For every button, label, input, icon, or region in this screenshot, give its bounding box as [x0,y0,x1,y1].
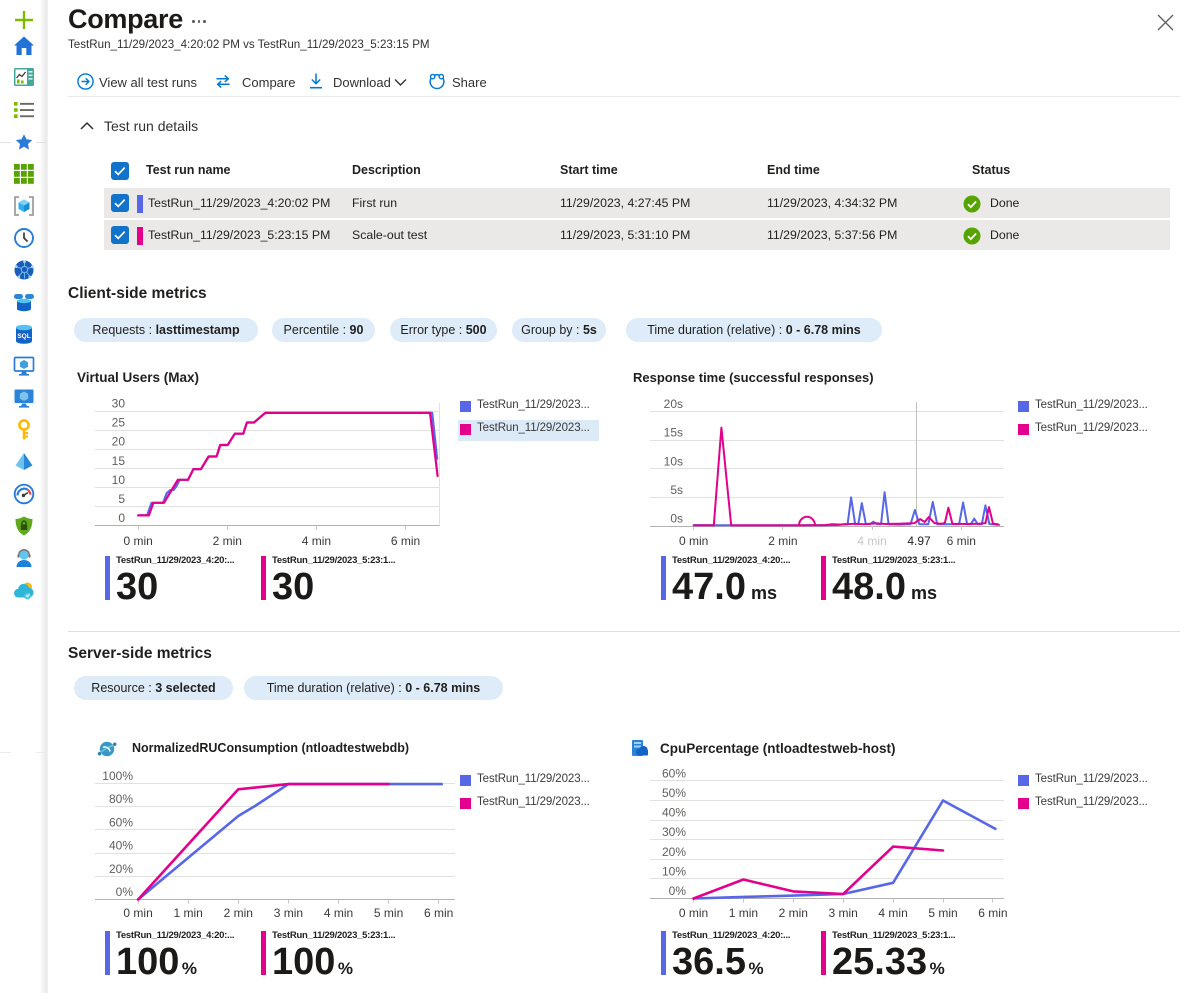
svg-text:30: 30 [112,398,126,411]
svg-text:10: 10 [112,473,126,487]
svg-text:20%: 20% [662,845,686,859]
svg-text:40%: 40% [662,806,686,820]
svg-text:0 min: 0 min [123,906,152,920]
svg-text:5 min: 5 min [928,906,957,920]
svg-text:4 min: 4 min [324,906,353,920]
svg-text:5 min: 5 min [374,906,403,920]
svg-text:6 min: 6 min [391,534,420,548]
svg-text:4.97: 4.97 [907,534,931,548]
svg-text:6 min: 6 min [424,906,453,920]
svg-text:SQL: SQL [17,333,30,340]
svg-text:4 min: 4 min [302,534,331,548]
svg-text:0s: 0s [670,512,683,526]
svg-text:4 min: 4 min [878,906,907,920]
svg-text:0%: 0% [116,885,134,899]
svg-text:2 min: 2 min [768,534,797,548]
svg-text:3 min: 3 min [274,906,303,920]
svg-text:0: 0 [118,511,125,525]
svg-text:20s: 20s [664,398,683,411]
svg-text:15: 15 [112,454,126,468]
svg-text:50%: 50% [662,786,686,800]
svg-text:20%: 20% [109,862,133,876]
svg-text:3 min: 3 min [829,906,858,920]
svg-text:0 min: 0 min [679,534,708,548]
svg-text:100%: 100% [102,769,133,783]
svg-text:30%: 30% [662,825,686,839]
svg-text:80%: 80% [109,792,133,806]
svg-text:1 min: 1 min [174,906,203,920]
svg-text:2 min: 2 min [779,906,808,920]
svg-text:0 min: 0 min [124,534,153,548]
svg-text:0 min: 0 min [679,906,708,920]
svg-text:1 min: 1 min [729,906,758,920]
svg-text:10%: 10% [662,864,686,878]
svg-text:2 min: 2 min [224,906,253,920]
svg-text:5: 5 [118,492,125,506]
svg-text:5s: 5s [670,483,683,497]
svg-text:15s: 15s [664,426,683,440]
svg-text:6 min: 6 min [947,534,976,548]
svg-text:2 min: 2 min [213,534,242,548]
svg-text:20: 20 [112,435,126,449]
svg-text:4 min: 4 min [857,534,886,548]
svg-text:10s: 10s [664,454,683,468]
svg-text:25: 25 [112,416,126,430]
svg-text:40%: 40% [109,839,133,853]
svg-text:60%: 60% [662,766,686,780]
svg-text:6 min: 6 min [978,906,1007,920]
svg-text:60%: 60% [109,815,133,829]
svg-text:0%: 0% [669,884,687,898]
